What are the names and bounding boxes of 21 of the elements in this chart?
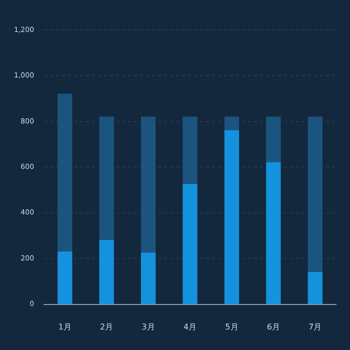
x-tick-label: 4月 bbox=[183, 322, 197, 332]
bar bbox=[99, 240, 114, 304]
bar bbox=[58, 251, 72, 304]
bar bbox=[308, 116, 322, 273]
x-tick-label: 5月 bbox=[225, 322, 238, 332]
bar bbox=[266, 162, 281, 304]
bar bbox=[99, 116, 114, 241]
bar bbox=[182, 184, 198, 304]
x-tick-label: 3月 bbox=[142, 322, 155, 332]
x-tick-label: 7月 bbox=[308, 322, 322, 332]
x-tick-label: 6月 bbox=[266, 322, 280, 332]
bar bbox=[58, 94, 72, 252]
x-tick-label: 1月 bbox=[58, 322, 72, 332]
x-tick-label: 2月 bbox=[100, 322, 114, 332]
bar bbox=[182, 116, 198, 185]
bar bbox=[140, 116, 156, 254]
bar bbox=[140, 252, 156, 304]
bar bbox=[224, 116, 240, 131]
bar bbox=[266, 116, 281, 163]
bar bbox=[224, 130, 240, 304]
bar bbox=[308, 272, 322, 304]
